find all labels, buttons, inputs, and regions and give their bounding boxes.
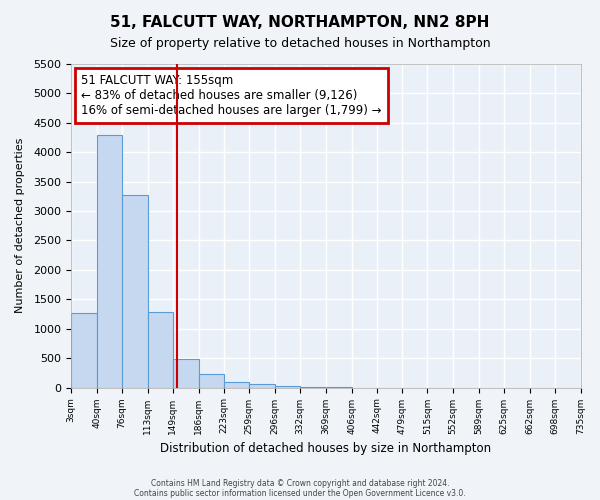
Bar bbox=[250, 384, 275, 388]
Text: Size of property relative to detached houses in Northampton: Size of property relative to detached ho… bbox=[110, 38, 490, 51]
Bar bbox=[97, 134, 122, 388]
Text: Contains HM Land Registry data © Crown copyright and database right 2024.: Contains HM Land Registry data © Crown c… bbox=[151, 478, 449, 488]
Y-axis label: Number of detached properties: Number of detached properties bbox=[15, 138, 25, 314]
Bar bbox=[71, 313, 97, 388]
X-axis label: Distribution of detached houses by size in Northampton: Distribution of detached houses by size … bbox=[160, 442, 491, 455]
Bar bbox=[148, 312, 173, 388]
Text: Contains public sector information licensed under the Open Government Licence v3: Contains public sector information licen… bbox=[134, 488, 466, 498]
Bar bbox=[199, 374, 224, 388]
Bar bbox=[173, 358, 199, 388]
Bar bbox=[224, 382, 250, 388]
Bar bbox=[122, 194, 148, 388]
Bar bbox=[275, 386, 300, 388]
Bar bbox=[300, 387, 326, 388]
Text: 51 FALCUTT WAY: 155sqm
← 83% of detached houses are smaller (9,126)
16% of semi-: 51 FALCUTT WAY: 155sqm ← 83% of detached… bbox=[82, 74, 382, 116]
Text: 51, FALCUTT WAY, NORTHAMPTON, NN2 8PH: 51, FALCUTT WAY, NORTHAMPTON, NN2 8PH bbox=[110, 15, 490, 30]
